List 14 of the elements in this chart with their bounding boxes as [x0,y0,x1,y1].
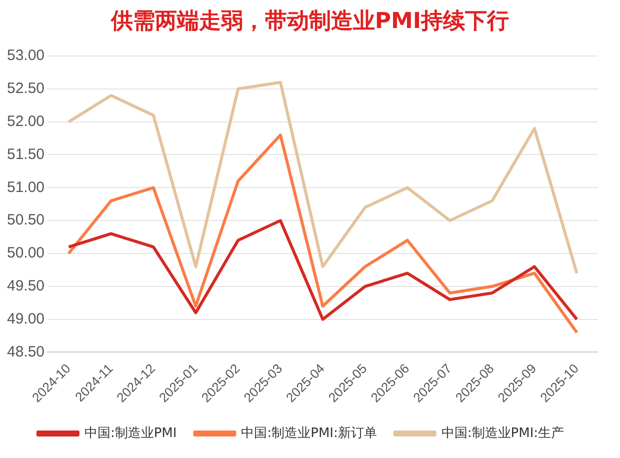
y-tick-label: 49.00 [6,310,45,328]
y-tick-label: 52.50 [6,80,45,98]
legend-label: 中国:制造业PMI:生产 [441,426,564,441]
y-tick-label: 49.50 [6,278,45,295]
legend-label: 中国:制造业PMI:新订单 [241,426,377,441]
legend-label: 中国:制造业PMI [84,426,177,441]
y-tick-label: 50.50 [6,212,45,229]
y-tick-label: 51.00 [6,178,45,196]
y-tick-label: 52.00 [6,112,45,130]
y-tick-label: 53.00 [6,47,45,64]
y-tick-label: 48.50 [6,343,45,360]
y-tick-label: 50.00 [6,244,45,262]
y-tick-label: 51.50 [6,146,45,163]
chart-title: 供需两端走弱，带动制造业PMI持续下行 [110,8,510,36]
